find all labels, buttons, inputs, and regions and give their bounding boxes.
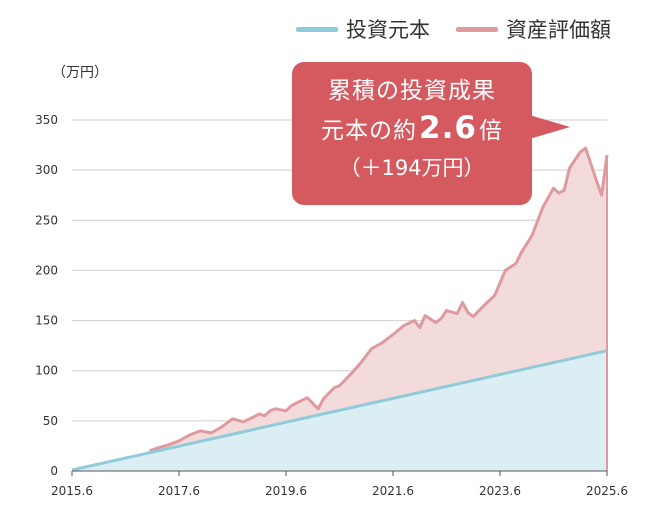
x-tick-label-2015.6: 2015.6 — [51, 484, 93, 498]
legend-item-asset-value: 資産評価額 — [456, 14, 611, 44]
callout-heading: 累積の投資成果 — [328, 78, 496, 104]
x-tick-label-2023.6: 2023.6 — [479, 484, 521, 498]
legend-label-asset-value: 資産評価額 — [506, 18, 611, 42]
asset-value-line — [149, 146, 609, 453]
principal-line — [71, 349, 608, 472]
callout-gain: （＋194万円） — [339, 156, 485, 180]
x-tick-label-2025.6: 2025.6 — [586, 484, 628, 498]
y-tick-label-150: 150 — [35, 314, 58, 328]
y-tick-label-50: 50 — [43, 414, 58, 428]
y-axis-unit-label: （万円） — [52, 65, 108, 81]
y-tick-label-200: 200 — [35, 263, 58, 277]
y-tick-label-100: 100 — [35, 364, 58, 378]
callout-multiplier-prefix: 元本の約 — [321, 118, 418, 144]
callout-tail — [526, 114, 570, 140]
x-tick-label-2021.6: 2021.6 — [372, 484, 414, 498]
callout-box: 累積の投資成果 元本の約2.6倍 （＋194万円） — [292, 62, 532, 205]
y-tick-label-250: 250 — [35, 213, 58, 227]
x-tick-label-2017.6: 2017.6 — [158, 484, 200, 498]
callout-multiplier: 元本の約2.6倍 — [292, 108, 532, 151]
legend-swatch-principal — [296, 26, 338, 32]
legend-item-principal: 投資元本 — [296, 14, 430, 44]
asset-value-area — [149, 148, 607, 453]
legend-swatch-asset-value — [456, 26, 498, 32]
callout-multiplier-suffix: 倍 — [478, 118, 503, 144]
legend-label-principal: 投資元本 — [346, 18, 430, 42]
y-tick-label-300: 300 — [35, 163, 58, 177]
y-tick-label-0: 0 — [50, 464, 58, 478]
legend: 投資元本 資産評価額 — [296, 14, 611, 44]
callout-multiplier-value: 2.6 — [419, 110, 477, 146]
y-tick-label-350: 350 — [35, 113, 58, 127]
x-tick-label-2019.6: 2019.6 — [265, 484, 307, 498]
